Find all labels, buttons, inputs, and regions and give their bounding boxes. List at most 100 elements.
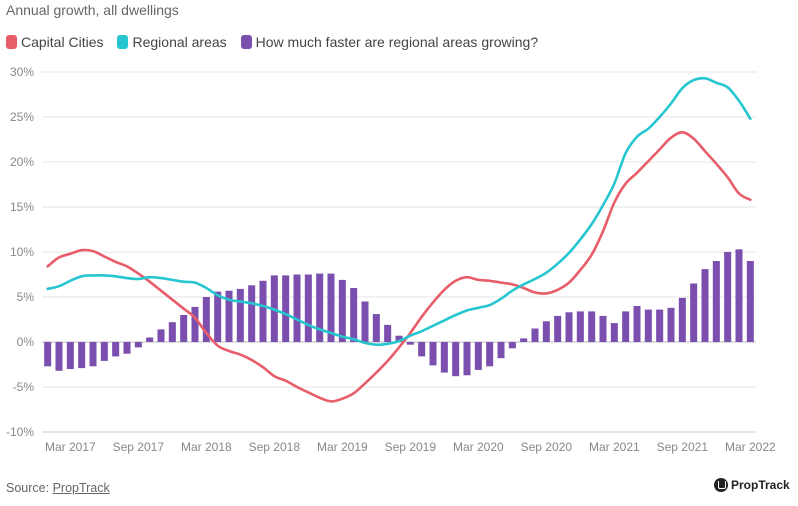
bar [678,297,686,342]
legend-label-difference: How much faster are regional areas growi… [255,34,539,50]
chart-subtitle: Annual growth, all dwellings [6,2,179,18]
bar [452,342,460,377]
legend-item-capital-cities[interactable]: Capital Cities [6,34,103,50]
legend-swatch-capital-cities [6,35,17,49]
x-tick-label: Sep 2019 [385,440,437,454]
bar [259,280,267,342]
source-note: Source: PropTrack [6,481,110,495]
legend-swatch-regional-areas [117,35,129,49]
bar [508,342,516,349]
bar [644,309,652,342]
series-line-capital-cities [46,131,752,403]
y-tick-label: 15% [10,200,34,214]
bar [327,273,335,342]
bar [497,342,505,359]
bar [474,342,482,370]
bar [350,288,358,342]
bar [338,279,346,342]
bar [293,274,301,342]
y-tick-label: -10% [6,425,34,439]
bar [66,342,74,369]
x-tick-label: Sep 2020 [521,440,573,454]
x-tick-label: Mar 2022 [725,440,776,454]
x-tick-label: Mar 2020 [453,440,504,454]
bar [712,261,720,342]
bar [633,306,641,342]
bar [554,315,562,342]
bar [236,288,244,342]
y-tick-label: 25% [10,110,34,124]
bar [134,342,142,348]
bar [180,315,188,342]
bar [656,309,664,342]
bar [599,315,607,342]
bar [463,342,471,376]
bar [202,297,210,342]
x-tick-label: Sep 2021 [657,440,709,454]
y-tick-label: 5% [17,290,35,304]
bar [531,328,539,342]
bar [724,252,732,342]
bar [225,290,233,342]
y-tick-label: -5% [13,380,35,394]
bar [622,311,630,342]
bar [112,342,120,357]
bar [418,342,426,357]
x-tick-label: Mar 2019 [317,440,368,454]
bar [576,311,584,342]
y-tick-label: 20% [10,155,34,169]
y-tick-label: 0% [17,335,35,349]
bar [282,275,290,342]
bar [440,342,448,373]
x-tick-label: Mar 2017 [45,440,96,454]
bar [214,291,222,342]
bar [89,342,97,367]
bar [361,301,369,342]
bar [157,329,165,342]
bar [395,335,403,342]
proptrack-logo: PropTrack [714,478,790,492]
bar [690,283,698,342]
bar [520,338,528,342]
logo-text: PropTrack [731,478,790,492]
bar [123,342,131,354]
source-prefix: Source: [6,481,53,495]
bar [610,323,618,342]
legend-item-regional-areas[interactable]: Regional areas [117,34,227,50]
bar [372,314,380,342]
legend-swatch-difference [240,35,252,49]
bar [429,342,437,366]
bar [588,311,596,342]
legend-label-regional-areas: Regional areas [132,34,227,50]
bar [406,342,414,345]
source-link[interactable]: PropTrack [52,481,110,495]
bar [304,274,312,342]
x-tick-label: Mar 2021 [589,440,640,454]
bar [78,342,86,369]
legend-item-difference[interactable]: How much faster are regional areas growi… [240,34,539,50]
bar [55,342,63,371]
house-icon [714,478,728,492]
bar [746,261,754,342]
series-line-regional-areas [46,76,752,347]
legend-label-capital-cities: Capital Cities [21,34,104,50]
x-tick-label: Sep 2017 [113,440,165,454]
bar [735,249,743,342]
bar [316,273,324,342]
y-tick-label: 10% [10,245,34,259]
x-tick-label: Mar 2018 [181,440,232,454]
x-tick-label: Sep 2018 [249,440,301,454]
bar [168,322,176,342]
y-tick-label: 30% [10,65,34,79]
bar [384,324,392,342]
bar [486,342,494,367]
bar [701,269,709,342]
bar [565,312,573,342]
legend: Capital Cities Regional areas How much f… [6,34,538,50]
bar [542,321,550,342]
bar [248,285,256,342]
bar [100,342,108,361]
bar [667,307,675,342]
bar [146,337,154,342]
